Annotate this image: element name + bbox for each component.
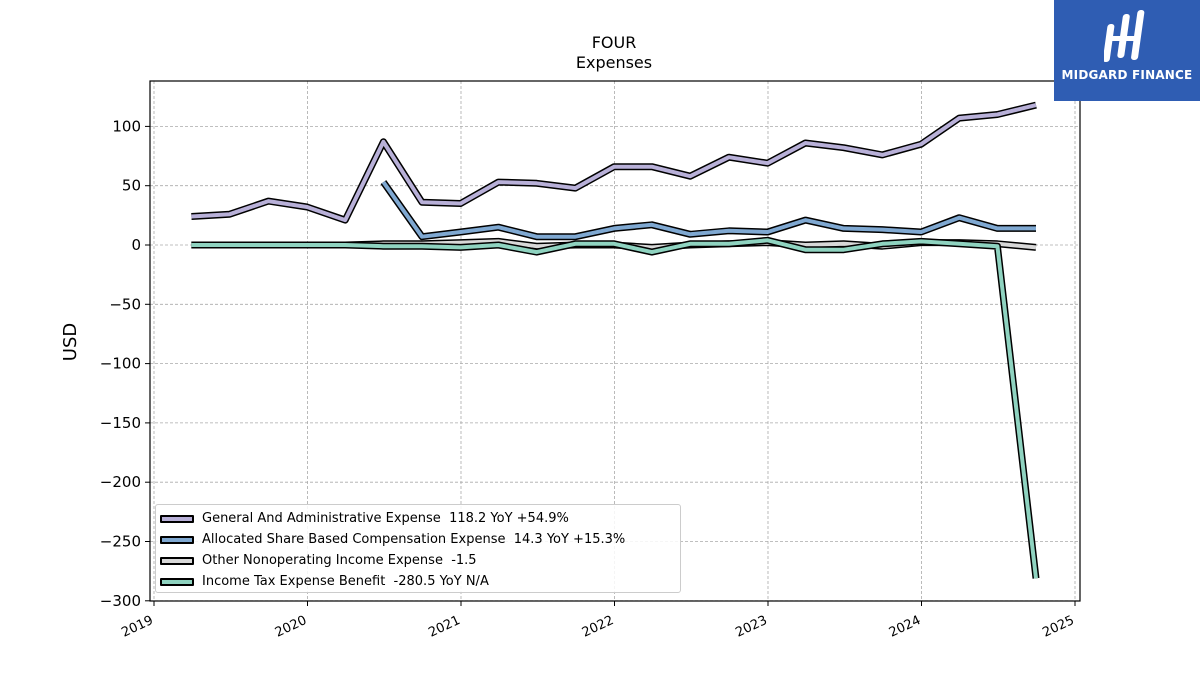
brand-logo: MIDGARD FINANCE: [1054, 0, 1200, 101]
legend-swatch: [160, 514, 194, 523]
y-tick-label: −50: [109, 295, 141, 313]
series-1: [380, 180, 1037, 241]
chart-title: FOUR: [592, 33, 637, 52]
series-line-outline: [191, 101, 1037, 224]
legend-item-general-admin: General And Administrative Expense 118.2…: [160, 508, 680, 529]
legend-item-share-based-comp: Allocated Share Based Compensation Expen…: [160, 529, 680, 550]
y-tick-label: 50: [122, 177, 141, 195]
x-tick-label: 2021: [426, 613, 462, 641]
legend-item-other-nonoperating: Other Nonoperating Income Expense -1.5: [160, 550, 680, 571]
series-3: [191, 236, 1040, 579]
x-tick-label: 2023: [733, 613, 769, 641]
x-tick-label: 2022: [580, 613, 616, 641]
y-tick-label: 0: [131, 236, 141, 254]
legend-label: Other Nonoperating Income Expense -1.5: [202, 553, 477, 568]
y-tick-label: −200: [100, 473, 141, 491]
legend-item-income-tax: Income Tax Expense Benefit -280.5 YoY N/…: [160, 571, 680, 592]
legend-swatch: [160, 556, 194, 565]
series-group: [191, 101, 1040, 579]
legend: General And Administrative Expense 118.2…: [155, 504, 681, 593]
series-line: [381, 180, 1036, 239]
y-tick-label: −100: [100, 355, 141, 373]
legend-label: General And Administrative Expense 118.2…: [202, 511, 569, 526]
x-tick-label: 2019: [119, 613, 155, 641]
x-tick-label: 2025: [1040, 613, 1076, 641]
legend-label: Income Tax Expense Benefit -280.5 YoY N/…: [202, 574, 489, 589]
y-tick-label: 100: [112, 117, 141, 135]
brand-name: MIDGARD FINANCE: [1061, 68, 1193, 82]
legend-swatch: [160, 577, 194, 586]
y-tick-label: −250: [100, 533, 141, 551]
y-tick-label: −150: [100, 414, 141, 432]
legend-label: Allocated Share Based Compensation Expen…: [202, 532, 626, 547]
midgard-logo-icon: [1104, 10, 1145, 62]
series-line: [191, 103, 1037, 223]
y-tick-label: −300: [100, 592, 141, 610]
chart-subtitle: Expenses: [576, 53, 652, 72]
x-tick-label: 2020: [273, 613, 309, 641]
legend-swatch: [160, 535, 194, 544]
series-0: [191, 101, 1037, 224]
y-axis-label: USD: [60, 323, 81, 361]
x-tick-label: 2024: [887, 613, 923, 641]
